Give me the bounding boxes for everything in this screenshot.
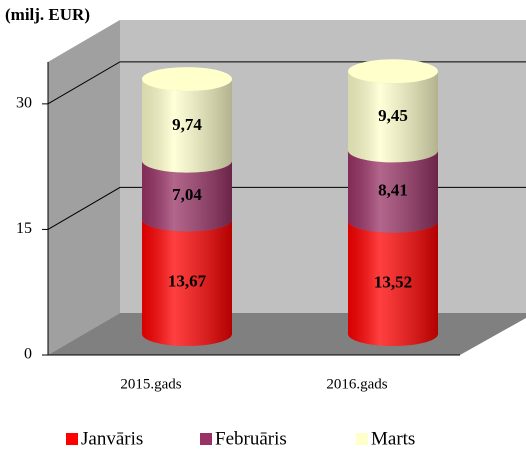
x-tick-label: 2015.gads (120, 376, 181, 392)
cylinder-shade (348, 220, 438, 346)
value-label: 13,52 (374, 272, 412, 291)
cylinder-shade (142, 160, 232, 232)
axis-title: (milj. EUR) (5, 5, 90, 24)
y-tick-label: 15 (16, 220, 32, 237)
floor (48, 313, 526, 355)
cylinder-shade (142, 219, 232, 346)
y-tick-label: 0 (24, 346, 32, 363)
value-label: 9,74 (172, 115, 202, 134)
value-label: 7,04 (172, 185, 202, 204)
legend-swatch (66, 433, 78, 445)
cylinder-shade (348, 71, 438, 163)
value-label: 8,41 (378, 181, 408, 200)
cylinder-shade (348, 150, 438, 233)
legend-label: Janvāris (81, 428, 143, 449)
cylinder-top (142, 67, 232, 92)
legend-swatch (200, 433, 212, 445)
y-tick-label: 30 (16, 95, 32, 112)
value-label: 9,45 (378, 106, 408, 125)
legend-label: Februāris (215, 428, 287, 449)
x-tick-label: 2016.gads (326, 376, 387, 392)
cylinder-shade (142, 79, 232, 173)
legend-swatch (356, 433, 368, 445)
cylinder-top (348, 59, 438, 84)
legend-label: Marts (371, 428, 415, 449)
value-label: 13,67 (168, 272, 207, 291)
side-wall (48, 20, 120, 355)
